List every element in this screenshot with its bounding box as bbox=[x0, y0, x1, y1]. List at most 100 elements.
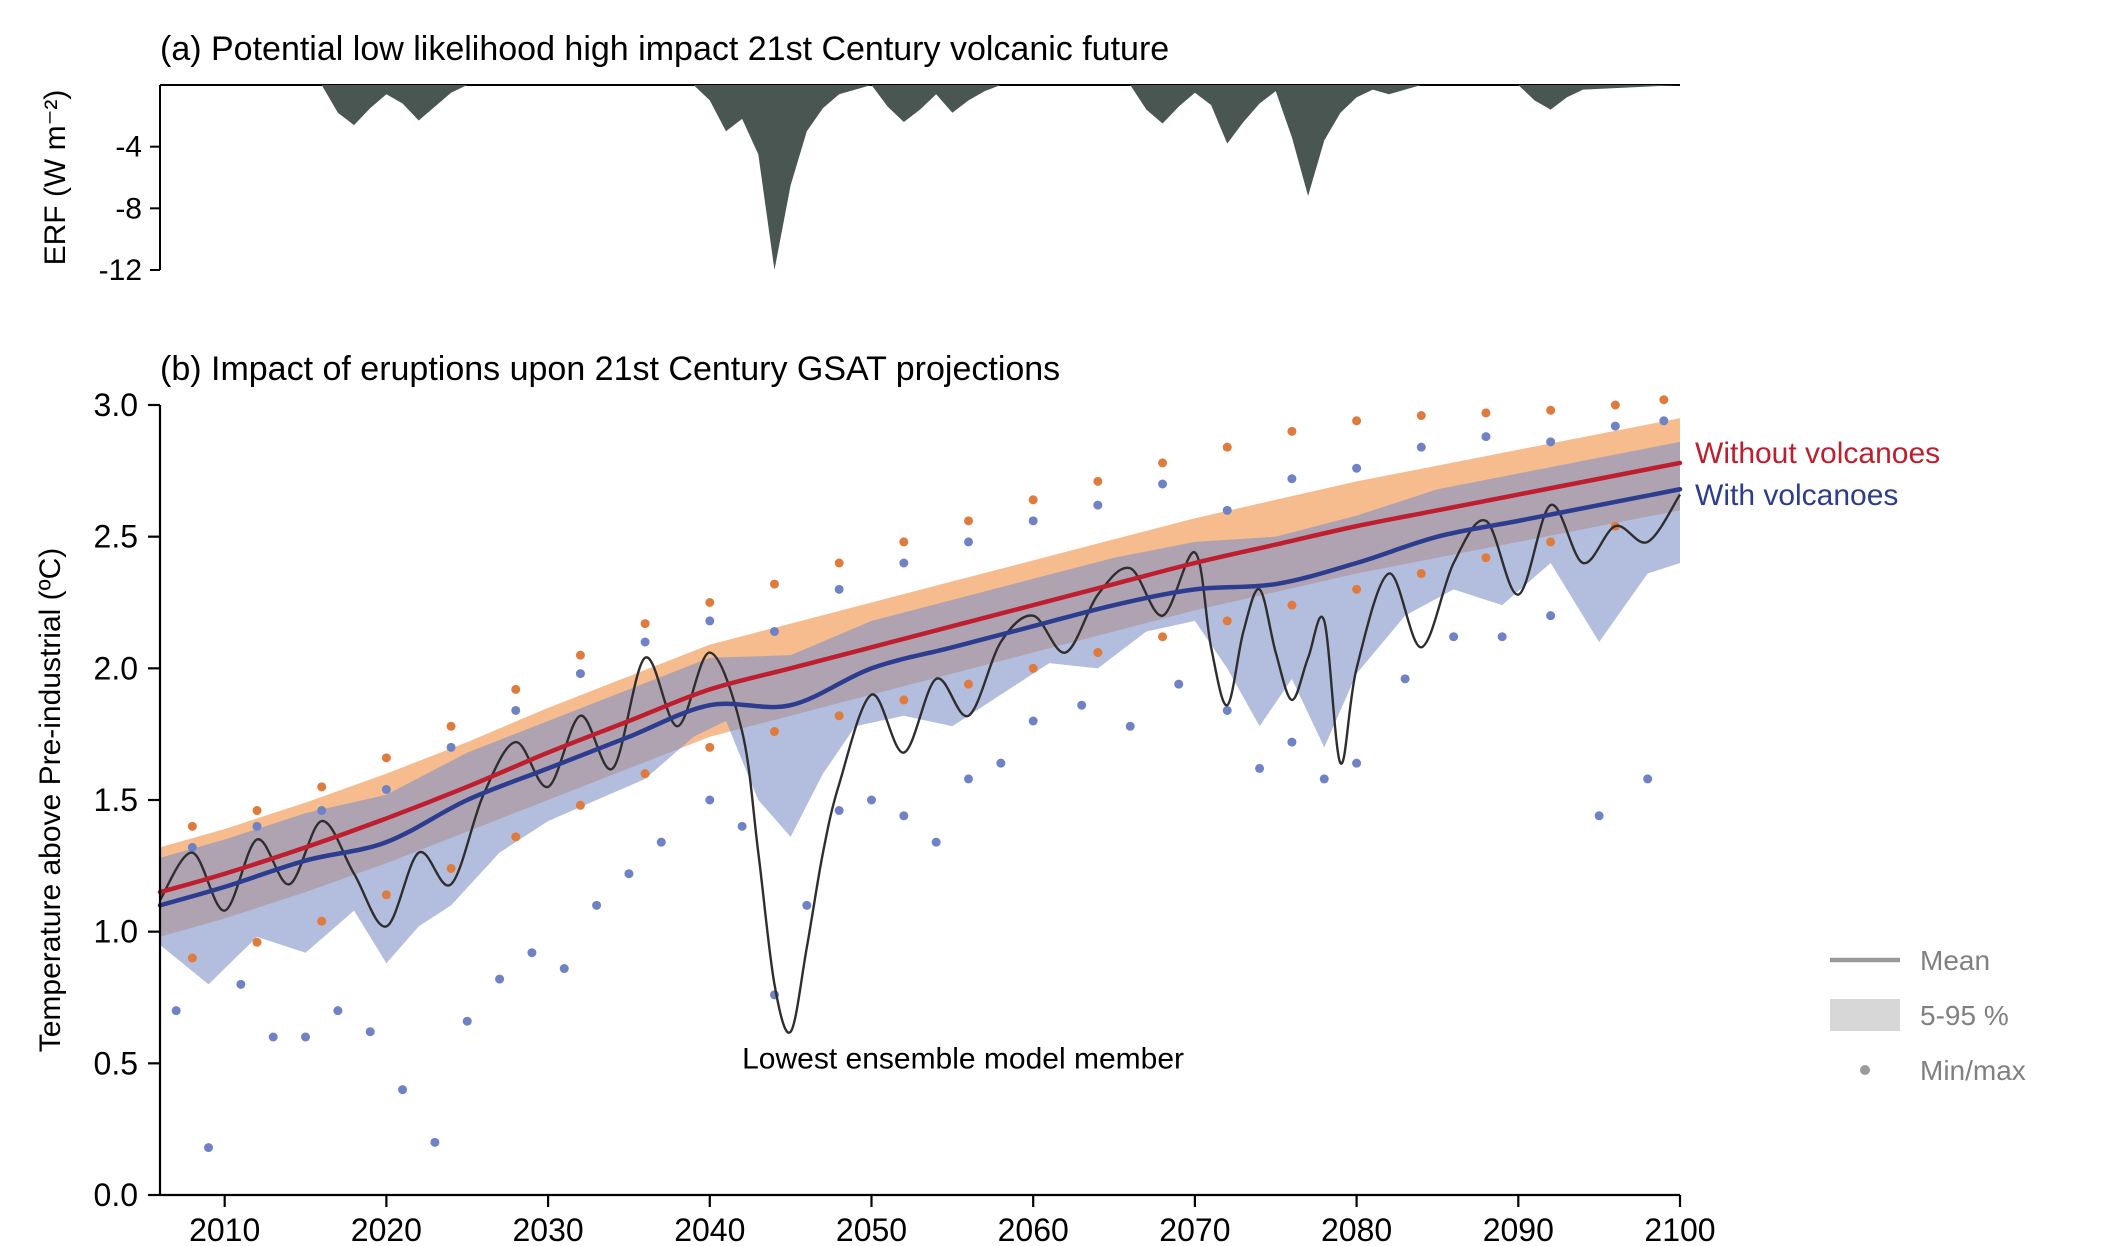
figure-root: (a) Potential low likelihood high impact… bbox=[0, 0, 2127, 1246]
dots-without-max-pt bbox=[1546, 406, 1555, 415]
dots-without-min-pt bbox=[382, 890, 391, 899]
panel-a-erf-area bbox=[160, 85, 1680, 270]
dots-without-max-pt bbox=[576, 651, 585, 660]
dots-with-max-pt bbox=[1093, 501, 1102, 510]
dots-without-min-pt bbox=[1352, 585, 1361, 594]
panel-b-xtick-label: 2030 bbox=[512, 1212, 583, 1246]
dots-without-max-pt bbox=[1287, 427, 1296, 436]
dots-with-min-pt bbox=[333, 1006, 342, 1015]
dots-without-max-pt bbox=[1029, 495, 1038, 504]
panel-b-xtick-label: 2040 bbox=[674, 1212, 745, 1246]
dots-with-max-pt bbox=[1029, 516, 1038, 525]
dots-without-max-pt bbox=[317, 782, 326, 791]
dots-with-max-pt bbox=[511, 706, 520, 715]
panel-b-ytick-label: 3.0 bbox=[94, 387, 138, 423]
panel-b-xtick-label: 2010 bbox=[189, 1212, 260, 1246]
dots-without-max-pt bbox=[1093, 477, 1102, 486]
dots-with-max-pt bbox=[641, 638, 650, 647]
panel-b-ytick-label: 2.5 bbox=[94, 519, 138, 555]
dots-with-min-pt bbox=[1077, 701, 1086, 710]
dots-with-max-pt bbox=[576, 669, 585, 678]
panel-a-ytick-label: -4 bbox=[115, 131, 142, 164]
dots-without-min-pt bbox=[576, 801, 585, 810]
dots-without-max-pt bbox=[705, 598, 714, 607]
dots-with-max-pt bbox=[964, 537, 973, 546]
panel-b-ytick-label: 1.5 bbox=[94, 782, 138, 818]
panel-b-xtick-label: 2050 bbox=[836, 1212, 907, 1246]
dots-with-min-pt bbox=[1320, 774, 1329, 783]
dots-with-max-pt bbox=[1287, 474, 1296, 483]
panel-a-ylabel: ERF (W m⁻²) bbox=[39, 90, 72, 266]
legend-band-icon bbox=[1830, 999, 1900, 1031]
lowest-member-annotation: Lowest ensemble model member bbox=[742, 1043, 1184, 1076]
panel-b-title: (b) Impact of eruptions upon 21st Centur… bbox=[160, 350, 1060, 388]
dots-without-max-pt bbox=[1158, 458, 1167, 467]
dots-without-min-pt bbox=[1417, 569, 1426, 578]
panel-a-ytick-label: -8 bbox=[115, 192, 142, 225]
legend-label: Mean bbox=[1920, 945, 1990, 976]
dots-with-max-pt bbox=[447, 743, 456, 752]
dots-with-min-pt bbox=[236, 980, 245, 989]
dots-with-max-pt bbox=[1659, 416, 1668, 425]
dots-with-min-pt bbox=[301, 1033, 310, 1042]
dots-with-min-pt bbox=[1352, 759, 1361, 768]
dots-with-max-pt bbox=[382, 785, 391, 794]
dots-with-min-pt bbox=[1498, 632, 1507, 641]
dots-without-max-pt bbox=[1223, 443, 1232, 452]
panel-b-xtick-label: 2070 bbox=[1159, 1212, 1230, 1246]
dots-with-min-pt bbox=[1029, 717, 1038, 726]
dots-without-min-pt bbox=[770, 727, 779, 736]
dots-with-min-pt bbox=[624, 869, 633, 878]
dots-without-max-pt bbox=[511, 685, 520, 694]
panel-b-ylabel: Temperature above Pre-industrial (ºC) bbox=[34, 548, 67, 1053]
dots-with-min-pt bbox=[172, 1006, 181, 1015]
panel-b-xtick-label: 2060 bbox=[998, 1212, 1069, 1246]
dots-without-min-pt bbox=[1223, 616, 1232, 625]
dots-with-min-pt bbox=[527, 948, 536, 957]
dots-without-min-pt bbox=[705, 743, 714, 752]
dots-with-min-pt bbox=[867, 796, 876, 805]
dots-with-min-pt bbox=[899, 811, 908, 820]
dots-without-max-pt bbox=[1481, 408, 1490, 417]
dots-with-max-pt bbox=[899, 559, 908, 568]
dots-with-min-pt bbox=[463, 1017, 472, 1026]
dots-with-min-pt bbox=[964, 774, 973, 783]
dots-without-max-pt bbox=[770, 580, 779, 589]
dots-with-min-pt bbox=[738, 822, 747, 831]
panel-b-xtick-label: 2100 bbox=[1644, 1212, 1715, 1246]
dots-with-min-pt bbox=[204, 1143, 213, 1152]
dots-with-max-pt bbox=[1417, 443, 1426, 452]
dots-without-min-pt bbox=[188, 954, 197, 963]
dots-without-min-pt bbox=[899, 695, 908, 704]
dots-without-min-pt bbox=[964, 680, 973, 689]
dots-without-min-pt bbox=[447, 864, 456, 873]
panel-a-title: (a) Potential low likelihood high impact… bbox=[160, 30, 1169, 68]
dots-without-min-pt bbox=[253, 938, 262, 947]
panel-b-xtick-label: 2080 bbox=[1321, 1212, 1392, 1246]
dots-without-min-pt bbox=[641, 769, 650, 778]
dots-without-max-pt bbox=[253, 806, 262, 815]
dots-with-max-pt bbox=[705, 616, 714, 625]
dots-with-min-pt bbox=[1595, 811, 1604, 820]
dots-with-max-pt bbox=[1223, 506, 1232, 515]
dots-with-max-pt bbox=[1481, 432, 1490, 441]
dots-with-min-pt bbox=[269, 1033, 278, 1042]
label-with-volcanoes: With volcanoes bbox=[1695, 479, 1898, 512]
dots-with-min-pt bbox=[996, 759, 1005, 768]
dots-with-max-pt bbox=[770, 627, 779, 636]
dots-with-min-pt bbox=[592, 901, 601, 910]
dots-with-min-pt bbox=[495, 975, 504, 984]
dots-with-min-pt bbox=[1126, 722, 1135, 731]
dots-without-max-pt bbox=[1352, 416, 1361, 425]
dots-with-max-pt bbox=[1352, 464, 1361, 473]
dots-without-min-pt bbox=[1481, 553, 1490, 562]
dots-without-max-pt bbox=[899, 537, 908, 546]
dots-without-max-pt bbox=[1659, 395, 1668, 404]
dots-with-max-pt bbox=[317, 806, 326, 815]
dots-without-max-pt bbox=[964, 516, 973, 525]
dots-with-min-pt bbox=[1174, 680, 1183, 689]
panel-b-ytick-label: 2.0 bbox=[94, 650, 138, 686]
dots-without-max-pt bbox=[1611, 401, 1620, 410]
dots-without-max-pt bbox=[835, 559, 844, 568]
panel-b-ytick-label: 1.0 bbox=[94, 914, 138, 950]
